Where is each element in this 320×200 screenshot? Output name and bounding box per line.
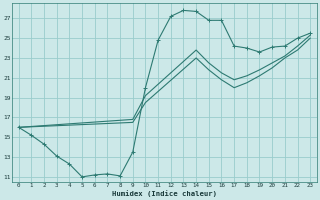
X-axis label: Humidex (Indice chaleur): Humidex (Indice chaleur) [112,190,217,197]
